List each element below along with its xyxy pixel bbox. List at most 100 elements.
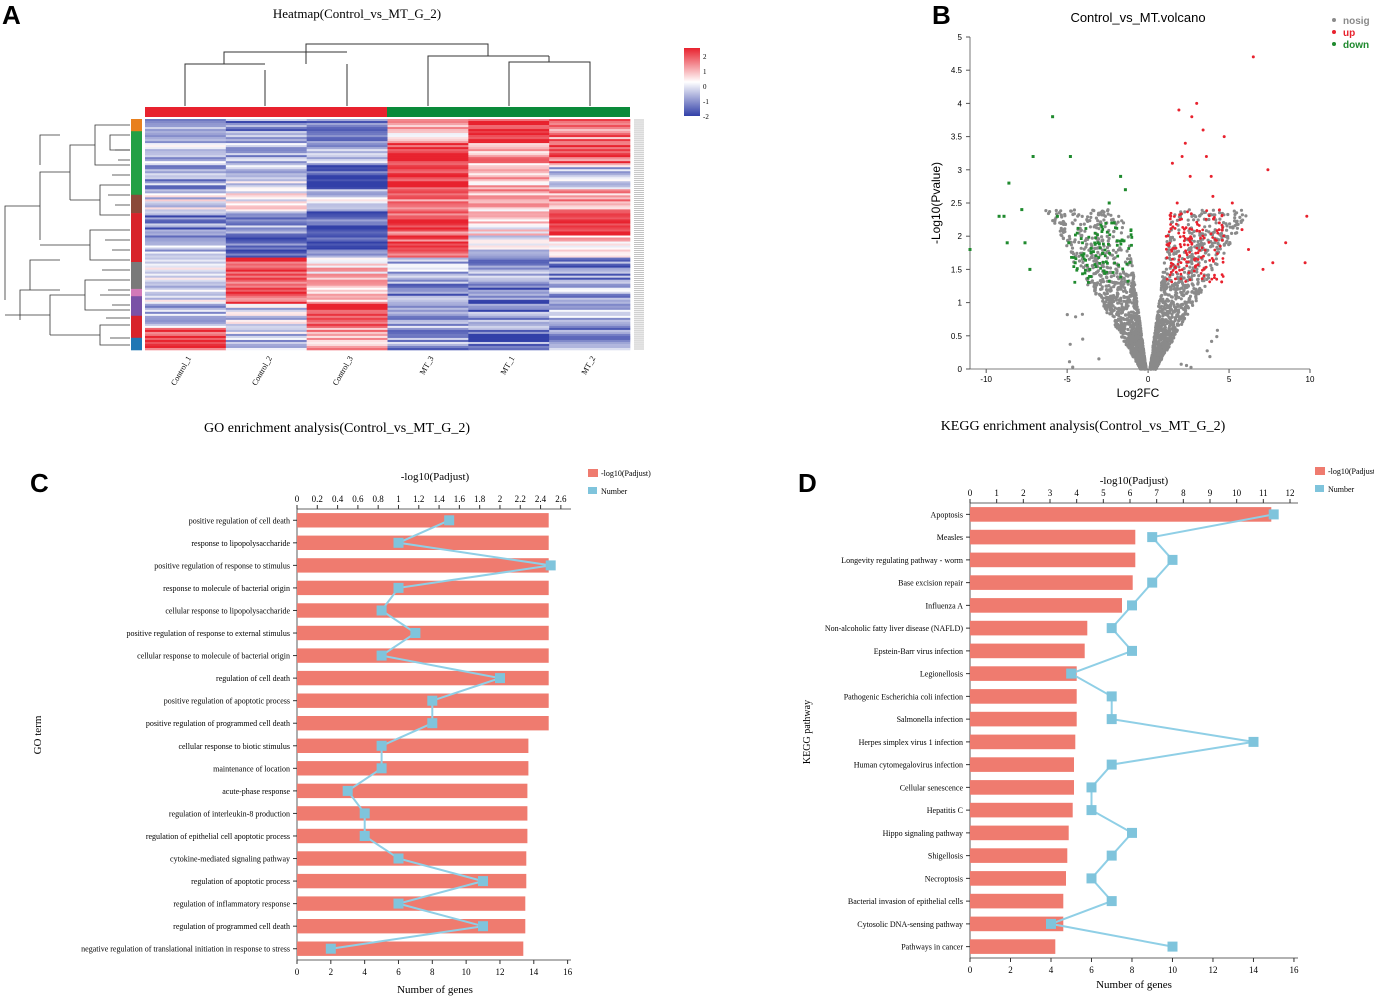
heatmap-cell [306, 149, 388, 152]
heatmap-cell [306, 225, 388, 228]
heatmap-cell [145, 167, 227, 170]
heatmap-cell [225, 287, 307, 291]
heatmap-cell [387, 213, 469, 216]
volcano-point-up [1178, 243, 1182, 246]
volcano-point-down [1093, 243, 1097, 246]
heatmap-cell [549, 189, 631, 192]
volcano-point-up [1186, 243, 1190, 247]
heatmap-cell [145, 159, 227, 162]
volcano-point-down [1098, 246, 1102, 250]
volcano-point-nosig [1159, 288, 1163, 292]
volcano-y-tick-label: 2.5 [951, 199, 963, 208]
heatmap-cell [387, 283, 469, 287]
volcano-point-nosig [1154, 322, 1158, 326]
volcano-point-nosig [1101, 248, 1105, 252]
heatmap-cell [306, 229, 388, 232]
volcano-point-nosig [1096, 250, 1100, 254]
heatmap-cell [468, 125, 550, 128]
volcano-point-nosig [1109, 213, 1113, 217]
volcano-point-up [1184, 280, 1188, 283]
heatmap-title: Heatmap(Control_vs_MT_G_2) [273, 6, 441, 21]
volcano-point-down [1123, 188, 1127, 192]
row-label-ticks [634, 119, 644, 350]
heatmap-cell [387, 145, 469, 148]
heatmap-cell [225, 213, 307, 216]
heatmap-cell [549, 231, 631, 234]
volcano-point-up [1169, 227, 1173, 231]
volcano-point-nosig [1079, 228, 1083, 232]
volcano-legend-label-nosig: nosig [1343, 16, 1370, 27]
volcano-point-nosig [1127, 332, 1131, 336]
heatmap-cell [387, 191, 469, 194]
go-bar [297, 851, 527, 866]
heatmap-cell [225, 137, 307, 140]
heatmap-cell [225, 291, 307, 295]
heatmap-cell [549, 347, 631, 351]
volcano-point-nosig [1053, 219, 1057, 223]
volcano-point-nosig [1112, 308, 1116, 312]
heatmap-cell [225, 169, 307, 172]
heatmap-cell [225, 251, 307, 254]
heatmap-cell [549, 333, 631, 337]
volcano-point-nosig [1210, 268, 1214, 272]
heatmap-cell [145, 259, 227, 262]
heatmap-cell [145, 321, 227, 325]
heatmap-cell [145, 127, 227, 130]
heatmap-cell [306, 333, 388, 337]
heatmap-cell [468, 301, 550, 305]
volcano-point-nosig [1103, 306, 1107, 310]
volcano-point-nosig [1215, 335, 1219, 339]
volcano-point-nosig [1046, 211, 1051, 216]
volcano-point-nosig [1244, 214, 1248, 218]
heatmap-cell [225, 269, 307, 272]
volcano-point-nosig [1119, 280, 1124, 284]
kegg-legend-bar-label: -log10(Padjust) [1328, 467, 1374, 476]
heatmap-cell [145, 205, 227, 208]
heatmap-cell [468, 239, 550, 242]
heatmap-cell [387, 125, 469, 128]
kegg-category-label: Measles [937, 533, 963, 542]
heatmap-cell [225, 341, 307, 345]
volcano-point-nosig [1239, 208, 1244, 212]
go-category-label: regulation of epithelial cell apoptotic … [146, 832, 290, 841]
volcano-point-nosig [1073, 238, 1077, 242]
volcano-point-nosig [1235, 222, 1239, 227]
go-legend: -log10(Padjust)Number [588, 469, 651, 496]
volcano-point-up [1190, 228, 1194, 231]
heatmap-cell [306, 329, 388, 333]
volcano-y-tick-label: 1.5 [951, 265, 963, 274]
kegg-category-label: Base excision repair [898, 579, 963, 588]
volcano-point-nosig [1151, 352, 1155, 356]
volcano-point-nosig [1104, 275, 1108, 279]
volcano-point-nosig [1140, 343, 1144, 347]
volcano-point-up [1186, 260, 1190, 264]
volcano-point-down [1007, 181, 1011, 185]
volcano-point-nosig [1117, 214, 1121, 218]
volcano-point-down [1117, 263, 1120, 267]
volcano-point-nosig [1218, 211, 1222, 215]
heatmap-cell [145, 131, 227, 134]
volcano-point-nosig [1102, 280, 1106, 284]
go-bottom-tick-label: 8 [430, 967, 435, 977]
volcano-point-up [1212, 217, 1215, 221]
go-number-marker [393, 582, 404, 593]
heatmap-cell [468, 185, 550, 188]
volcano-point-nosig [1167, 251, 1171, 255]
heatmap-cell [549, 241, 631, 244]
volcano-point-nosig [1190, 300, 1194, 304]
heatmap-cell [225, 211, 307, 214]
volcano-point-down [1093, 231, 1097, 235]
heatmap-cell [549, 285, 631, 289]
volcano-point-nosig [1123, 323, 1127, 328]
heatmap-cell [549, 147, 631, 150]
volcano-point-nosig [1131, 287, 1135, 291]
heatmap-cell [549, 167, 631, 170]
volcano-point-down [1100, 230, 1104, 233]
volcano-point-down [1105, 260, 1108, 264]
heatmap-cell [468, 231, 550, 234]
kegg-category-label: Herpes simplex virus 1 infection [859, 738, 963, 747]
heatmap-cell [306, 287, 388, 291]
heatmap-cell [145, 197, 227, 200]
heatmap-cell [306, 201, 388, 204]
